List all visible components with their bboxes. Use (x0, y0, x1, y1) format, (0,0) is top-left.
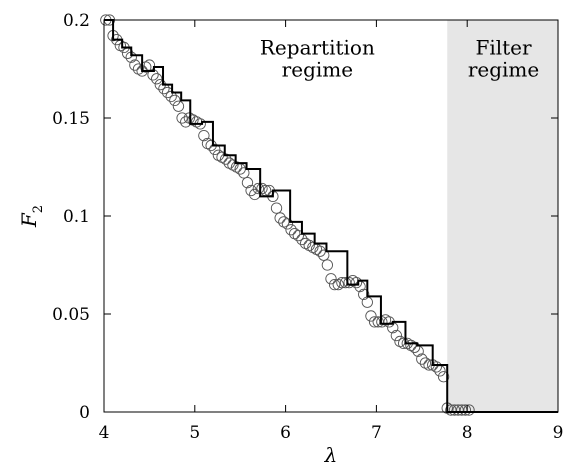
data-point (314, 245, 326, 257)
annotation-filter-line: regime (468, 57, 539, 81)
data-point (459, 404, 472, 416)
data-point (448, 404, 461, 416)
data-point (358, 288, 370, 301)
data-point (281, 218, 294, 230)
y-tick-label: 0.1 (63, 207, 90, 227)
data-point (274, 212, 286, 224)
y-axis-label: F2 (17, 205, 46, 228)
filter-regime-shade (447, 20, 558, 412)
data-point (176, 112, 188, 124)
data-point (245, 184, 257, 197)
y-tick-label: 0 (79, 403, 90, 423)
x-tick-label: 7 (371, 423, 382, 443)
data-point (209, 143, 221, 156)
data-point (129, 59, 141, 71)
x-tick-label: 4 (99, 423, 110, 443)
data-point (416, 353, 428, 365)
data-point (463, 404, 475, 416)
y-axis-label-base: F (17, 212, 41, 228)
x-tick-label: 6 (280, 423, 291, 443)
data-point (285, 224, 297, 236)
data-point (430, 361, 442, 373)
data-point (321, 259, 334, 271)
x-axis-label: λ (324, 443, 338, 467)
step-line (104, 19, 558, 413)
y-tick-label: 0.2 (63, 11, 90, 31)
data-point (328, 278, 341, 291)
data-point (445, 404, 457, 416)
data-point (452, 404, 464, 416)
data-point (292, 229, 304, 242)
data-point (238, 167, 250, 179)
data-point (318, 249, 330, 261)
y-tick-label: 0.05 (52, 305, 90, 325)
annotation-repartition-line: Repartition (260, 35, 375, 59)
data-point (241, 177, 254, 189)
data-point (325, 273, 337, 285)
data-point (350, 276, 363, 289)
annotation-filter: Filter regime (468, 35, 539, 81)
x-tick-label: 8 (462, 423, 473, 443)
data-point (198, 129, 210, 142)
data-point (408, 341, 421, 353)
y-axis-label-subscript: 2 (31, 205, 46, 213)
data-point (169, 94, 181, 107)
x-tick-label: 9 (553, 423, 564, 443)
data-point (390, 329, 403, 342)
data-point (437, 371, 450, 383)
data-point (270, 202, 283, 214)
data-point (172, 100, 185, 112)
data-point (151, 73, 163, 85)
data-point (368, 316, 381, 328)
data-point (372, 316, 384, 328)
annotation-repartition-line: regime (282, 57, 353, 81)
x-tick-label: 5 (189, 423, 200, 443)
data-point (339, 276, 352, 289)
data-point (252, 182, 265, 195)
data-point (365, 310, 377, 322)
y-tick-label: 0.15 (52, 109, 90, 129)
annotation-repartition: Repartition regime (260, 35, 375, 81)
annotation-filter-line: Filter (475, 35, 532, 59)
